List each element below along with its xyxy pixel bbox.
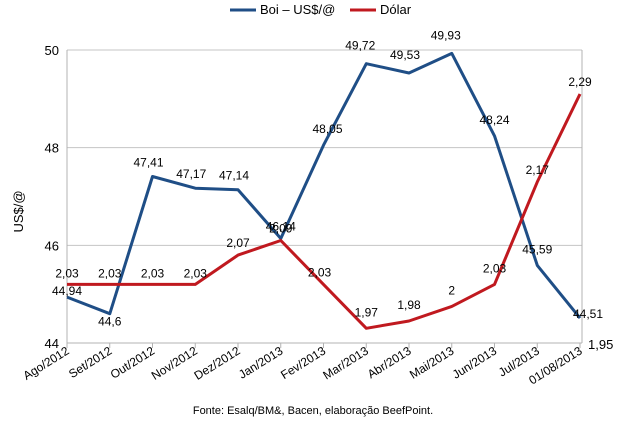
y-tick-label: 46 <box>45 238 59 253</box>
x-tick-label: Dez/2012 <box>192 344 243 383</box>
data-label: 1,98 <box>397 298 421 312</box>
data-label: 2,03 <box>141 266 165 280</box>
series-line-dolar <box>67 93 582 330</box>
y-axis-title: US$/@ <box>11 190 26 232</box>
data-label: 2,03 <box>98 266 122 280</box>
data-label: 2,17 <box>526 163 550 177</box>
x-tick-label: Fev/2013 <box>278 344 328 383</box>
x-tick-label: Mai/2013 <box>407 344 457 382</box>
data-label: 49,72 <box>345 39 375 53</box>
x-tick-label: Mar/2013 <box>320 344 371 383</box>
data-label: 47,14 <box>219 169 249 183</box>
data-label: 2,03 <box>308 265 332 279</box>
y-tick-label: 48 <box>45 141 59 156</box>
data-label: 47,41 <box>133 155 163 169</box>
data-label: 48,05 <box>312 122 342 136</box>
y-tick-label: 44 <box>45 336 59 351</box>
legend-label: Dólar <box>380 2 412 17</box>
data-label: 2,29 <box>568 75 592 89</box>
x-tick-label: Set/2012 <box>66 344 114 382</box>
legend-label: Boi – US$/@ <box>260 2 335 17</box>
data-label: 2,03 <box>483 261 507 275</box>
data-label: 1,97 <box>355 305 379 319</box>
source-note: Fonte: Esalq/BM&, Bacen, elaboração Beef… <box>193 405 433 417</box>
data-label: 44,51 <box>573 307 603 321</box>
data-label: 44,94 <box>52 284 82 298</box>
data-label: 49,53 <box>390 48 420 62</box>
data-label: 2,09 <box>269 221 293 235</box>
x-tick-label: Out/2012 <box>108 344 158 382</box>
y2-tick-label: 1,95 <box>588 337 613 352</box>
data-label: 2 <box>448 283 455 297</box>
y-tick-label: 50 <box>45 43 59 58</box>
x-tick-label: Nov/2012 <box>149 344 200 383</box>
data-label: 2,03 <box>184 266 208 280</box>
data-label: 2,03 <box>55 266 79 280</box>
data-label: 45,59 <box>522 242 552 256</box>
x-tick-label: Abr/2013 <box>365 343 414 381</box>
series-line-boi <box>66 51 582 320</box>
data-label: 47,17 <box>176 167 206 181</box>
data-label: 49,93 <box>431 28 461 42</box>
data-label: 44,6 <box>98 315 122 329</box>
data-label: 2,07 <box>226 236 250 250</box>
x-tick-label: Jun/2013 <box>450 344 500 382</box>
data-label: 48,24 <box>479 113 509 127</box>
x-tick-label: Jan/2013 <box>236 344 286 382</box>
data-label: 46,14 <box>266 219 296 233</box>
